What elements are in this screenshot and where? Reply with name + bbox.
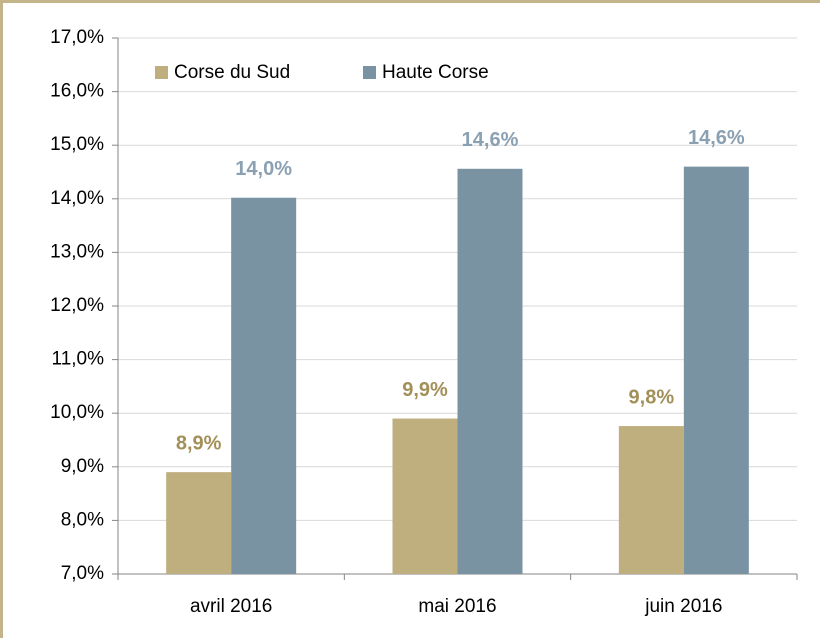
x-tick-label: avril 2016 [190,596,272,617]
y-tick-label: 16,0% [50,81,104,102]
bar [392,418,458,574]
value-label: 9,9% [402,379,448,401]
value-label: 8,9% [176,432,222,454]
y-tick-label: 8,0% [61,509,104,530]
y-tick-label: 11,0% [52,349,105,370]
legend-label: Corse du Sud [174,62,290,83]
value-label: 14,6% [688,127,745,149]
y-tick-label: 10,0% [50,402,104,423]
y-tick-label: 14,0% [50,188,104,209]
bar [166,472,232,574]
value-label: 9,8% [629,386,675,408]
y-tick-label: 7,0% [61,563,104,584]
value-label: 14,6% [462,129,519,151]
legend-swatch [155,66,168,79]
y-tick-label: 13,0% [50,241,104,262]
x-tick-label: mai 2016 [418,596,496,617]
x-tick-label: juin 2016 [644,596,722,617]
bar [683,166,749,574]
legend-label: Haute Corse [382,62,489,83]
bar [618,426,684,574]
legend-swatch [363,66,376,79]
y-tick-label: 15,0% [50,134,104,155]
y-tick-label: 17,0% [50,27,104,48]
y-tick-label: 9,0% [61,456,104,477]
y-tick-label: 12,0% [50,295,104,316]
bar [457,168,523,574]
bar [231,197,297,574]
value-label: 14,0% [235,158,292,180]
